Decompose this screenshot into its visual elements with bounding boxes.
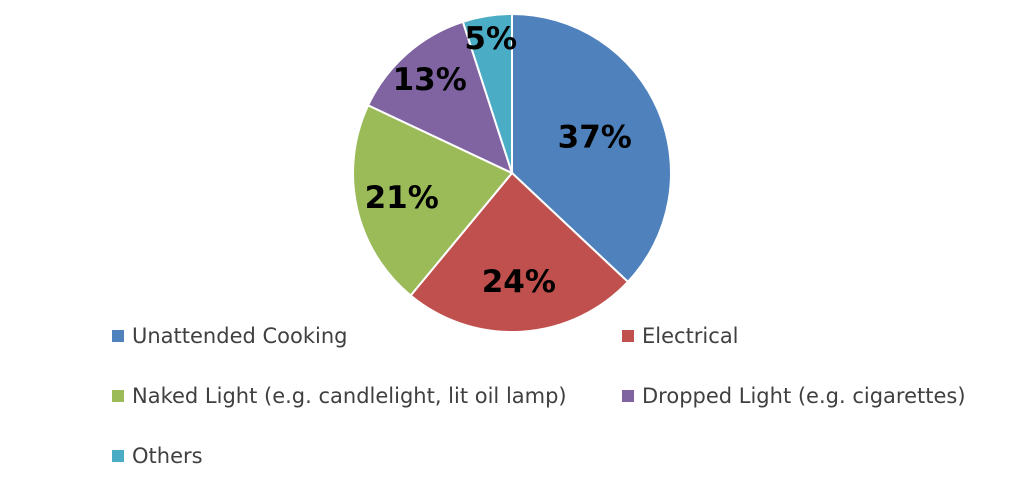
legend-swatch: [112, 390, 124, 402]
legend-swatch: [622, 330, 634, 342]
legend-label: Others: [132, 444, 203, 468]
legend-swatch: [112, 450, 124, 462]
legend-label: Electrical: [642, 324, 739, 348]
data-label: 21%: [365, 180, 439, 216]
pie-slice: [511, 12, 672, 284]
data-label: 13%: [393, 62, 467, 98]
pie-slice: [409, 171, 630, 333]
legend-label: Unattended Cooking: [132, 324, 348, 348]
data-label: 5%: [464, 21, 517, 57]
legend-swatch: [622, 390, 634, 402]
legend-label: Naked Light (e.g. candlelight, lit oil l…: [132, 384, 567, 408]
data-label: 37%: [558, 120, 632, 156]
pie-slice: [461, 12, 513, 174]
legend-swatch: [112, 330, 124, 342]
pie-slice: [352, 103, 514, 297]
pie-slice: [366, 20, 514, 175]
legend-label: Dropped Light (e.g. cigarettes): [642, 384, 966, 408]
data-label: 24%: [482, 264, 556, 300]
